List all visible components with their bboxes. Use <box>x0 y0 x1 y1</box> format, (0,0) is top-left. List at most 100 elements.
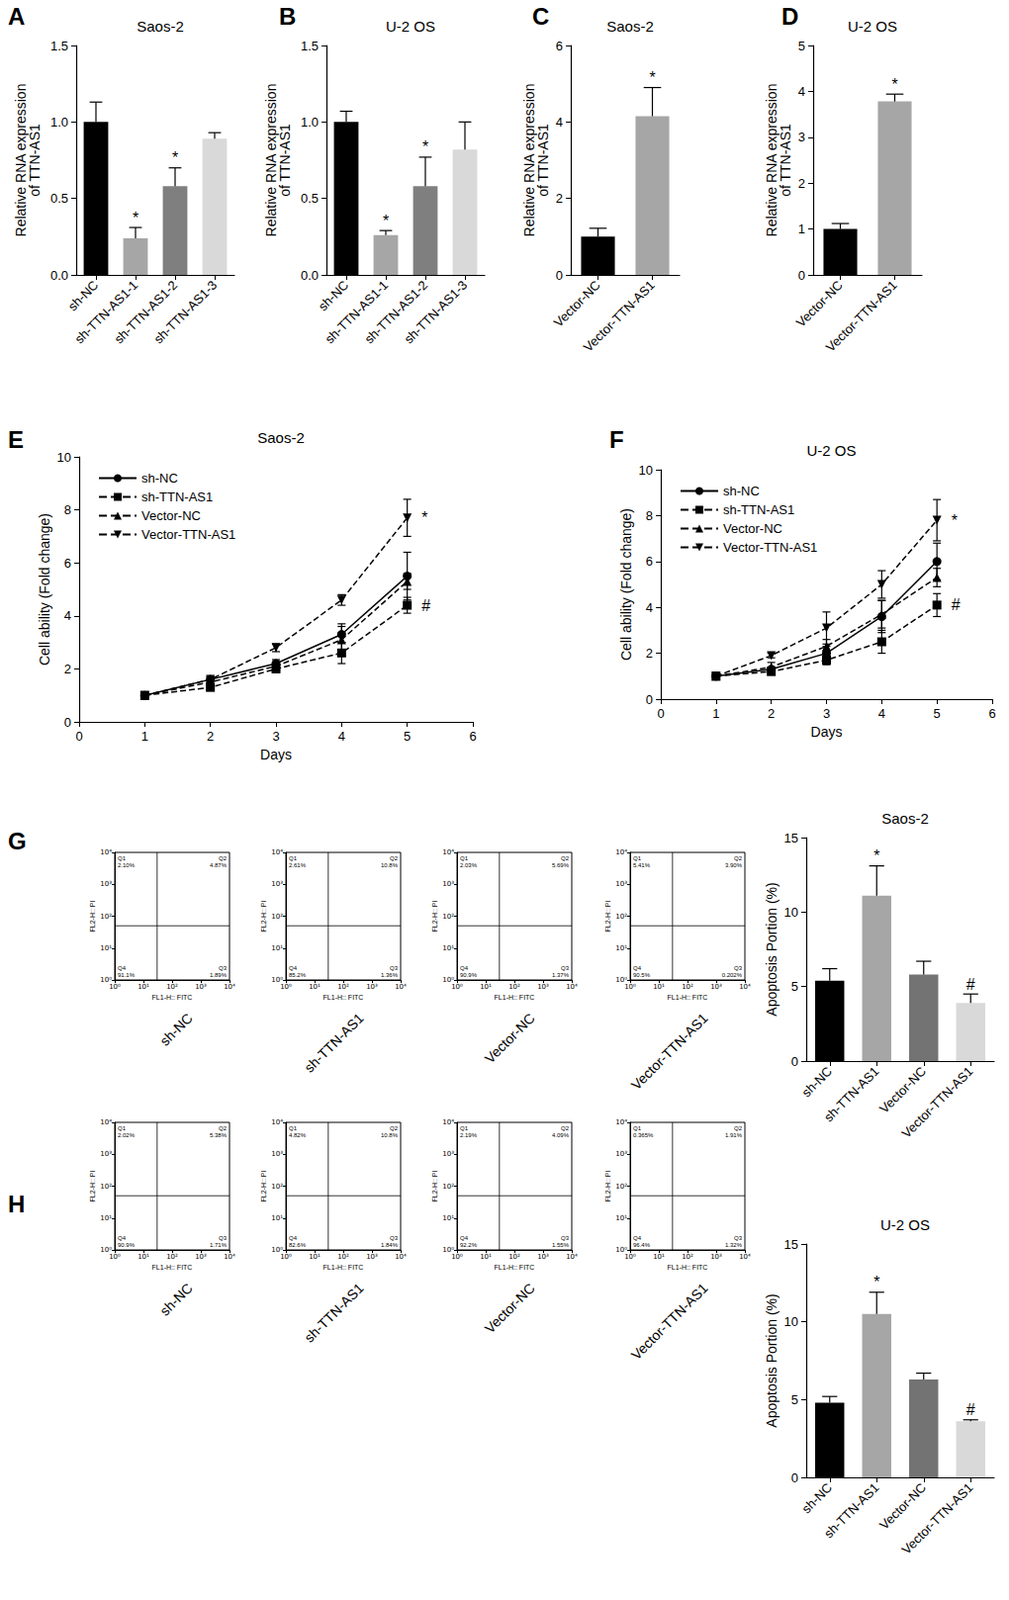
svg-text:2.03%: 2.03% <box>459 862 478 869</box>
svg-text:0: 0 <box>656 706 664 722</box>
svg-text:U-2 OS: U-2 OS <box>806 442 856 459</box>
svg-text:6: 6 <box>64 555 72 571</box>
svg-text:Vector-TTN-AS1: Vector-TTN-AS1 <box>141 527 236 543</box>
svg-text:B: B <box>278 2 296 30</box>
svg-text:10²: 10² <box>271 1183 283 1192</box>
svg-text:10²: 10² <box>615 913 628 921</box>
svg-text:0.365%: 0.365% <box>633 1132 654 1139</box>
svg-text:1.36%: 1.36% <box>380 972 399 979</box>
svg-text:*: * <box>382 212 389 230</box>
svg-text:0: 0 <box>64 715 72 731</box>
svg-text:*: * <box>422 138 429 156</box>
svg-text:10³: 10³ <box>710 1253 723 1262</box>
svg-text:10¹: 10¹ <box>652 1253 665 1262</box>
svg-text:Q4: Q4 <box>117 965 127 972</box>
svg-text:10⁴: 10⁴ <box>738 1253 751 1262</box>
svg-text:10⁰: 10⁰ <box>108 983 121 992</box>
svg-text:82.6%: 82.6% <box>288 1242 307 1249</box>
svg-text:0.0: 0.0 <box>300 268 319 283</box>
svg-text:Q4: Q4 <box>459 1235 469 1242</box>
svg-text:10³: 10³ <box>537 1253 550 1262</box>
svg-text:10⁰: 10⁰ <box>624 983 637 992</box>
svg-text:FL1-H:: FITC: FL1-H:: FITC <box>152 994 193 1002</box>
svg-text:Q1: Q1 <box>288 855 298 862</box>
svg-text:FL1-H:: FITC: FL1-H:: FITC <box>494 1264 536 1272</box>
svg-text:10²: 10² <box>166 983 179 992</box>
svg-text:10¹: 10¹ <box>442 1214 455 1223</box>
svg-text:*: * <box>951 512 958 530</box>
svg-text:Q1: Q1 <box>459 855 469 862</box>
svg-text:Vector-NC: Vector-NC <box>793 277 846 331</box>
svg-text:sh-NC: sh-NC <box>156 1280 195 1319</box>
svg-text:5: 5 <box>791 979 799 995</box>
svg-text:0: 0 <box>798 268 806 283</box>
svg-text:10²: 10² <box>442 1183 455 1192</box>
svg-text:4: 4 <box>645 600 653 616</box>
svg-text:#: # <box>966 1401 976 1419</box>
svg-text:Saos-2: Saos-2 <box>257 429 305 447</box>
svg-text:FL1-H:: FITC: FL1-H:: FITC <box>667 1264 709 1272</box>
svg-text:1.5: 1.5 <box>50 38 69 54</box>
svg-text:10¹: 10¹ <box>137 1253 150 1262</box>
svg-text:Q3: Q3 <box>389 1235 399 1242</box>
svg-text:10.8%: 10.8% <box>380 862 399 869</box>
svg-text:FL2-H:: PI: FL2-H:: PI <box>604 1171 612 1203</box>
svg-text:10¹: 10¹ <box>308 1253 321 1262</box>
svg-text:Cell ability (Fold change): Cell ability (Fold change) <box>618 508 635 661</box>
svg-text:5: 5 <box>933 706 941 722</box>
svg-text:10²: 10² <box>99 1183 112 1192</box>
svg-text:0.5: 0.5 <box>300 190 319 206</box>
svg-text:10³: 10³ <box>615 880 628 889</box>
svg-text:5: 5 <box>798 38 806 54</box>
svg-text:Q3: Q3 <box>733 1235 743 1242</box>
svg-text:10²: 10² <box>337 1253 350 1262</box>
svg-text:FL2-H:: PI: FL2-H:: PI <box>431 1171 439 1203</box>
svg-text:90.5%: 90.5% <box>633 972 651 979</box>
svg-text:E: E <box>7 426 24 454</box>
svg-text:Q3: Q3 <box>218 1235 228 1242</box>
svg-text:10⁴: 10⁴ <box>738 983 751 992</box>
svg-text:FL2-H:: PI: FL2-H:: PI <box>89 901 96 933</box>
svg-text:sh-NC: sh-NC <box>65 277 102 315</box>
svg-text:10⁴: 10⁴ <box>99 1118 112 1127</box>
svg-text:4.82%: 4.82% <box>288 1132 307 1139</box>
svg-text:10⁴: 10⁴ <box>394 1253 407 1262</box>
svg-text:6: 6 <box>555 38 563 54</box>
svg-text:10²: 10² <box>681 1253 694 1262</box>
svg-text:Q4: Q4 <box>288 965 298 972</box>
svg-text:3: 3 <box>823 706 830 722</box>
svg-text:of TTN-AS1: of TTN-AS1 <box>535 123 551 197</box>
svg-text:6: 6 <box>468 729 476 744</box>
svg-text:4: 4 <box>338 729 346 744</box>
svg-text:FL1-H:: FITC: FL1-H:: FITC <box>323 994 365 1002</box>
svg-text:U-2 OS: U-2 OS <box>880 1216 930 1234</box>
svg-text:sh-TTN-AS1: sh-TTN-AS1 <box>141 489 213 505</box>
svg-text:8: 8 <box>645 508 653 524</box>
svg-text:10³: 10³ <box>271 1150 283 1159</box>
svg-text:10¹: 10¹ <box>479 1253 492 1262</box>
svg-text:2: 2 <box>767 706 775 722</box>
svg-text:10³: 10³ <box>442 880 455 889</box>
svg-text:sh-NC: sh-NC <box>315 277 353 315</box>
svg-text:2: 2 <box>206 729 214 744</box>
svg-text:6: 6 <box>645 553 653 569</box>
svg-text:10⁴: 10⁴ <box>99 848 112 857</box>
svg-text:Vector-NC: Vector-NC <box>481 1280 539 1337</box>
svg-text:Vector-TTN-AS1: Vector-TTN-AS1 <box>899 1480 977 1559</box>
svg-text:8: 8 <box>64 502 72 518</box>
svg-text:10: 10 <box>57 450 72 465</box>
svg-text:10⁴: 10⁴ <box>565 983 578 992</box>
svg-text:10¹: 10¹ <box>308 983 321 992</box>
svg-text:2: 2 <box>555 190 563 206</box>
svg-text:Q2: Q2 <box>218 1125 228 1132</box>
svg-text:2: 2 <box>645 645 653 661</box>
svg-text:Vector-TTN-AS1: Vector-TTN-AS1 <box>580 277 658 356</box>
svg-text:10: 10 <box>639 462 653 478</box>
svg-text:90.9%: 90.9% <box>459 972 478 979</box>
svg-text:FL2-H:: PI: FL2-H:: PI <box>604 901 612 933</box>
svg-text:Q4: Q4 <box>633 1235 643 1242</box>
svg-text:of TTN-AS1: of TTN-AS1 <box>276 123 293 197</box>
svg-text:*: * <box>132 209 139 227</box>
svg-text:Vector-TTN-AS1: Vector-TTN-AS1 <box>723 540 818 555</box>
svg-text:10³: 10³ <box>194 983 207 992</box>
